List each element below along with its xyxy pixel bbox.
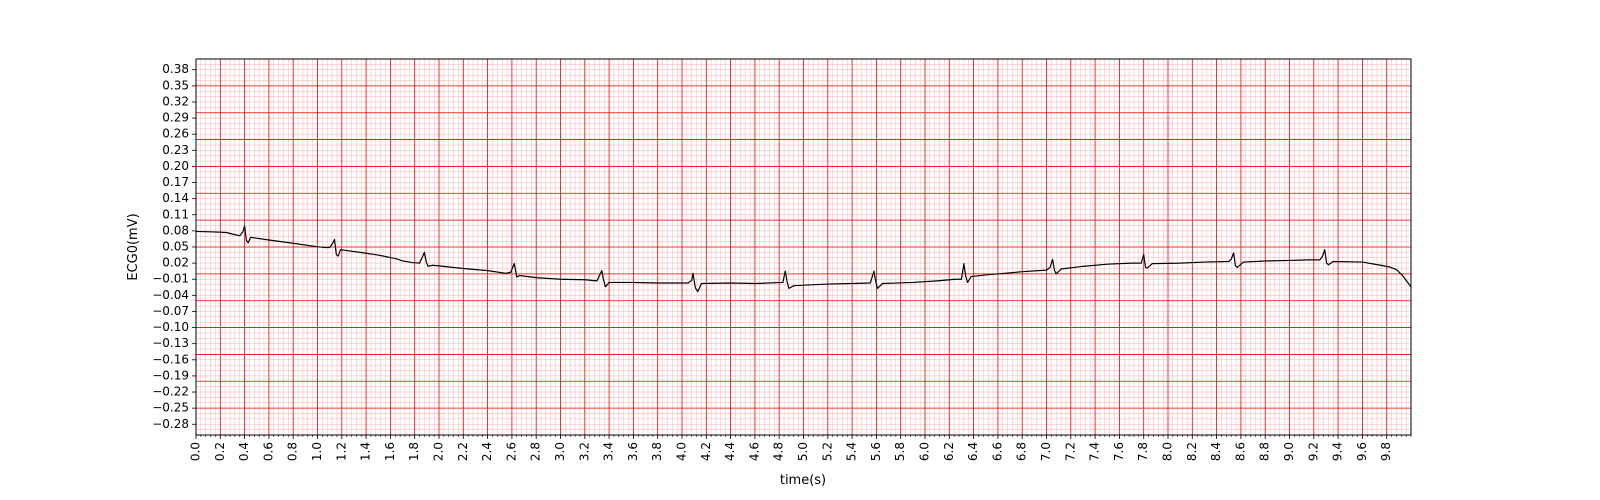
series-line	[195, 225, 1412, 293]
x-tick-label: 9.6	[1355, 442, 1369, 461]
x-tick-label: 4.2	[699, 442, 713, 461]
x-tick-label: 4.0	[675, 442, 689, 461]
y-tick-label: −0.04	[152, 288, 189, 302]
x-tick-label: 0.4	[237, 442, 251, 461]
x-tick-label: 0.8	[286, 442, 300, 461]
x-axis: 0.0 0.2 0.4 0.6 0.8 1.0 1.2 1.4 1.6 1.8 2.0 2.2 2.4 2…	[189, 435, 1412, 461]
x-axis-label: time(s)	[780, 473, 826, 488]
x-tick-label: 6.4	[966, 442, 980, 461]
x-tick-label: 6.8	[1015, 442, 1029, 461]
y-tick-label: 0.08	[162, 223, 189, 237]
x-tick-label: 7.6	[1112, 442, 1126, 461]
y-tick-label: −0.28	[152, 417, 189, 431]
y-tick-label: −0.10	[152, 320, 189, 334]
major-grid	[195, 58, 1412, 436]
x-tick-label: 8.4	[1209, 442, 1223, 461]
x-tick-label: 4.4	[723, 442, 737, 461]
x-tick-label: 3.4	[602, 442, 616, 461]
y-tick-label: −0.16	[152, 352, 189, 366]
y-tick-label: 0.35	[162, 78, 189, 92]
y-tick-label: 0.32	[162, 94, 189, 108]
y-tick-label: 0.02	[162, 256, 189, 270]
x-tick-label: 3.0	[553, 442, 567, 461]
x-tick-label: 2.4	[480, 442, 494, 461]
y-tick-label: 0.38	[162, 62, 189, 76]
x-tick-label: 0.0	[189, 442, 203, 461]
x-tick-label: 5.2	[820, 442, 834, 461]
x-tick-label: 2.0	[432, 442, 446, 461]
y-tick-label: −0.19	[152, 368, 189, 382]
x-tick-label: 6.2	[942, 442, 956, 461]
x-tick-label: 9.0	[1282, 442, 1296, 461]
y-tick-label: 0.29	[162, 111, 189, 125]
y-tick-label: 0.17	[162, 175, 189, 189]
x-tick-label: 1.6	[383, 442, 397, 461]
x-tick-label: 0.2	[213, 442, 227, 461]
y-tick-label: 0.05	[162, 240, 189, 254]
x-tick-label: 8.8	[1258, 442, 1272, 461]
x-tick-label: 9.4	[1331, 442, 1345, 461]
x-tick-label: 1.4	[359, 442, 373, 461]
x-tick-label: 8.6	[1233, 442, 1247, 461]
x-tick-label: 6.0	[918, 442, 932, 461]
x-tick-label: 5.4	[845, 442, 859, 461]
y-tick-label: 0.26	[162, 127, 189, 141]
x-tick-label: 1.0	[310, 442, 324, 461]
x-tick-label: 9.8	[1379, 442, 1393, 461]
y-axis: 0.38 0.35 0.32 0.29 0.26 0.23 0.20 0.17 0.14 0.11…	[152, 62, 196, 431]
y-tick-label: −0.07	[152, 304, 189, 318]
x-tick-label: 2.8	[529, 442, 543, 461]
y-tick-label: 0.11	[162, 207, 189, 221]
x-tick-label: 5.8	[893, 442, 907, 461]
x-tick-label: 3.8	[650, 442, 664, 461]
x-tick-label: 7.0	[1039, 442, 1053, 461]
x-tick-label: 5.6	[869, 442, 883, 461]
x-tick-label: 3.6	[626, 442, 640, 461]
x-tick-label: 1.8	[407, 442, 421, 461]
x-tick-label: 8.2	[1185, 442, 1199, 461]
x-tick-label: 5.0	[796, 442, 810, 461]
x-tick-label: 2.2	[456, 442, 470, 461]
x-tick-label: 2.6	[504, 442, 518, 461]
x-tick-label: 4.6	[747, 442, 761, 461]
y-tick-label: −0.13	[152, 336, 189, 350]
x-tick-label: 3.2	[577, 442, 591, 461]
x-tick-label: 8.0	[1161, 442, 1175, 461]
x-tick-label: 7.4	[1088, 442, 1102, 461]
y-tick-label: −0.01	[152, 272, 189, 286]
y-tick-label: −0.22	[152, 385, 189, 399]
x-tick-label: 0.6	[261, 442, 275, 461]
y-tick-label: 0.23	[162, 143, 189, 157]
y-tick-label: 0.20	[162, 159, 189, 173]
y-tick-label: 0.14	[162, 191, 189, 205]
x-tick-label: 4.8	[772, 442, 786, 461]
x-tick-label: 9.2	[1306, 442, 1320, 461]
x-tick-label: 6.6	[990, 442, 1004, 461]
x-tick-label: 1.2	[334, 442, 348, 461]
y-axis-label: ECG0(mV)	[126, 213, 141, 280]
y-tick-label: −0.25	[152, 401, 189, 415]
series-layer	[195, 225, 1412, 293]
x-tick-label: 7.8	[1136, 442, 1150, 461]
x-tick-label: 7.2	[1063, 442, 1077, 461]
